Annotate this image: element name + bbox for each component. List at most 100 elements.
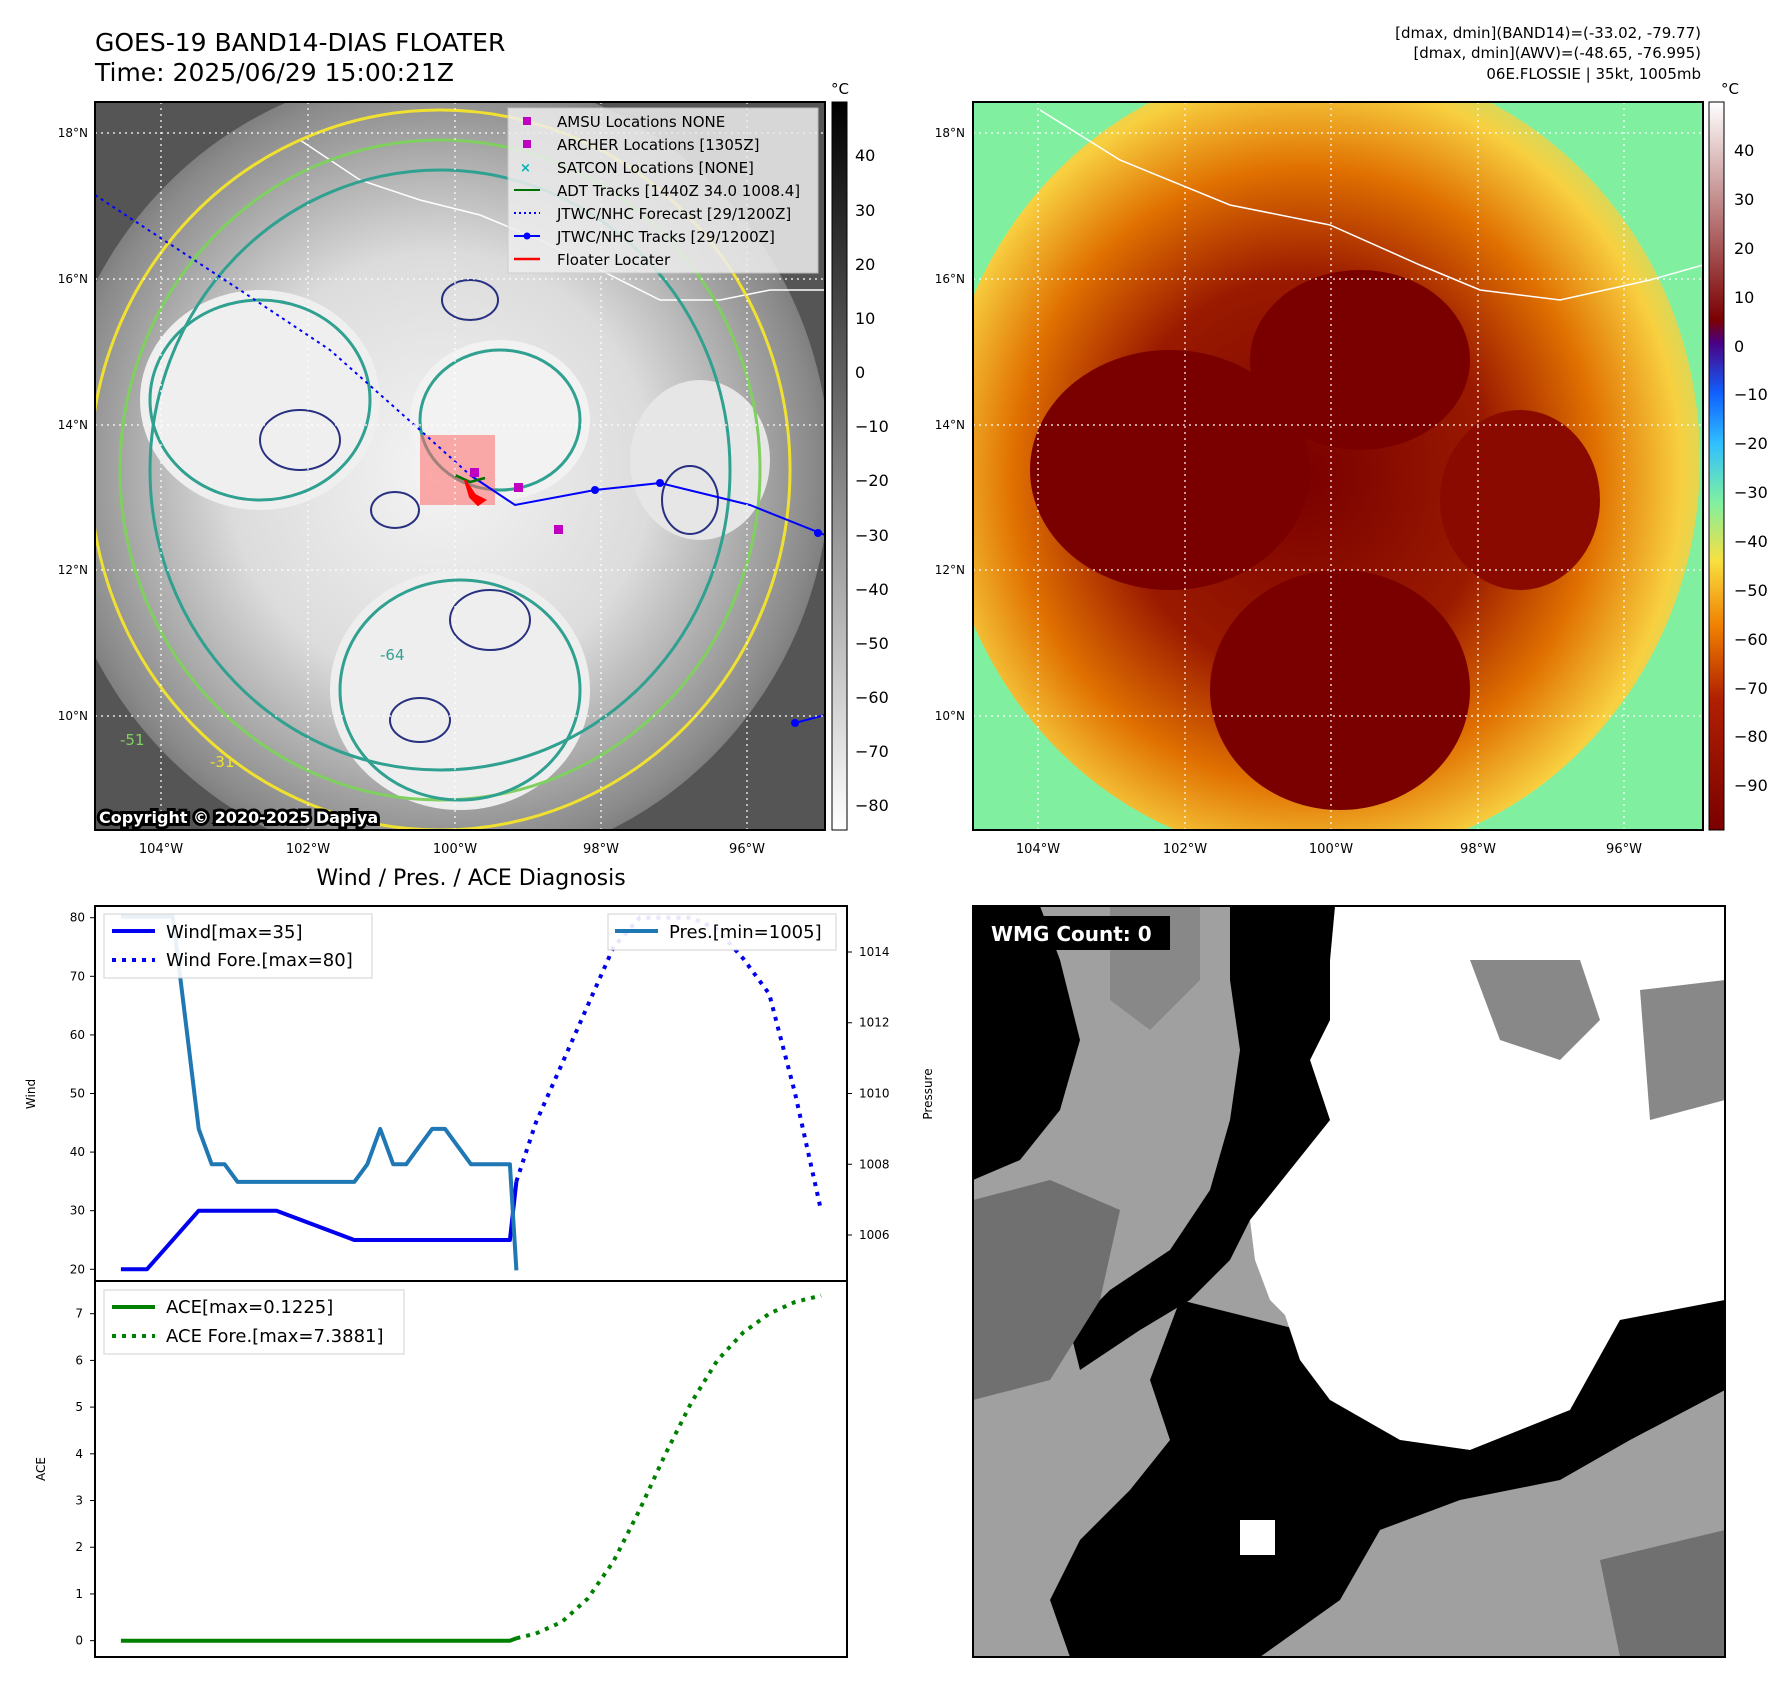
gray-colorbar — [831, 101, 848, 831]
lon-tick-label: 104°W — [139, 842, 183, 857]
color-tick: −60 — [1734, 630, 1768, 649]
lat-tick-label: 12°N — [935, 563, 965, 577]
lat-tick-label: 10°N — [58, 709, 88, 723]
copyright-badge-text: Copyright © 2020-2025 Dapiya — [99, 808, 378, 827]
gray-tick: 40 — [855, 146, 875, 165]
lat-tick-label: 14°N — [58, 418, 88, 432]
ace-series-line — [120, 1636, 518, 1643]
jtwc-track-point — [591, 486, 599, 494]
left-lon-labels: 104°W 102°W 100°W 98°W 96°W — [139, 842, 765, 857]
wind-legend: Wind[max=35] Wind Fore.[max=80] Pres.[mi… — [103, 913, 837, 979]
legend-item-label: ARCHER Locations [1305Z] — [557, 136, 760, 154]
legend-item-label: Floater Locater — [557, 251, 671, 269]
wind-ytick-label: 40 — [70, 1145, 85, 1159]
ace-legend: ACE[max=0.1225] ACE Fore.[max=7.3881] — [103, 1289, 405, 1355]
floater-locater — [464, 479, 487, 507]
color-tick: −90 — [1734, 776, 1768, 795]
left-map-frame — [94, 101, 826, 831]
gray-colorbar-unit: °C — [831, 80, 849, 98]
legend-marker-tracks-dot — [523, 232, 531, 240]
jtwc-track-point — [814, 529, 822, 537]
legend-item-label: SATCON Locations [NONE] — [557, 159, 754, 177]
gray-tick: 20 — [855, 255, 875, 274]
archer-location — [514, 483, 523, 492]
lat-tick-label: 16°N — [935, 272, 965, 286]
pressure-ytick-label: 1010 — [859, 1087, 890, 1101]
ace-plot: 0 1 2 3 4 5 6 7 — [75, 1293, 822, 1648]
gray-tick: −60 — [855, 688, 889, 707]
contour-labels: -64 -51 -31 — [120, 646, 405, 771]
gray-tick: 10 — [855, 309, 875, 328]
ace-fore-legend-label: ACE Fore.[max=7.3881] — [166, 1326, 384, 1347]
lon-tick-label: 98°W — [583, 842, 619, 857]
gray-tick: −50 — [855, 634, 889, 653]
ir-color-map — [973, 102, 1703, 830]
jtwc-track-point — [791, 719, 799, 727]
ace-ytick-label: 0 — [75, 1634, 83, 1648]
lon-tick-label: 104°W — [1016, 842, 1060, 857]
lat-tick-label: 14°N — [935, 418, 965, 432]
wind-ytick-label: 80 — [70, 911, 85, 925]
lat-tick-label: 12°N — [58, 563, 88, 577]
wind-ytick-label: 50 — [70, 1087, 85, 1101]
gray-tick: 30 — [855, 201, 875, 220]
gray-tick: −40 — [855, 580, 889, 599]
wmg-frame — [972, 905, 1726, 1658]
gray-tick: −80 — [855, 796, 889, 815]
coastline — [1039, 109, 1703, 301]
gray-tick: −70 — [855, 742, 889, 761]
color-tick: −40 — [1734, 532, 1768, 551]
wind-ylabel: Wind — [24, 1079, 38, 1109]
lon-tick-label: 102°W — [286, 842, 330, 857]
ace-ytick-label: 7 — [75, 1307, 83, 1321]
storm-info: 06E.FLOSSIE | 35kt, 1005mb — [1486, 65, 1701, 83]
ace-ytick-label: 1 — [75, 1587, 83, 1601]
contour-label: -64 — [380, 646, 405, 664]
color-colorbar — [1708, 101, 1725, 831]
color-tick: −20 — [1734, 434, 1768, 453]
archer-location — [554, 525, 563, 534]
color-tick: 20 — [1734, 239, 1754, 258]
right-map-frame — [972, 101, 1704, 831]
grid-right — [973, 102, 1703, 830]
pressure-ytick-label: 1014 — [859, 945, 890, 959]
lat-tick-label: 18°N — [58, 126, 88, 140]
color-tick: 10 — [1734, 288, 1754, 307]
wind-ytick-label: 20 — [70, 1262, 85, 1276]
right-lon-labels: 104°W 102°W 100°W 98°W 96°W — [1016, 842, 1642, 857]
gray-colorbar-ticks: 40 30 20 10 0 −10 −20 −30 −40 −50 −60 −7… — [855, 146, 889, 815]
jtwc-forecast-track — [95, 194, 471, 476]
ace-ytick-label: 2 — [75, 1540, 83, 1554]
color-tick: 0 — [1734, 337, 1744, 356]
archer-location — [470, 468, 479, 477]
color-tick: −10 — [1734, 385, 1768, 404]
jtwc-track — [469, 474, 825, 536]
lon-tick-label: 98°W — [1460, 842, 1496, 857]
ace-ytick-label: 3 — [75, 1494, 83, 1508]
contour-label: -51 — [120, 731, 145, 749]
pressure-ylabel: Pressure — [921, 1068, 935, 1119]
ace-ytick-label: 5 — [75, 1400, 83, 1414]
ace-legend-label: ACE[max=0.1225] — [166, 1297, 333, 1318]
adt-track — [454, 473, 486, 484]
wmg-map — [973, 906, 1725, 1657]
pressure-ytick-label: 1008 — [859, 1157, 890, 1171]
legend-item-label: AMSU Locations NONE — [557, 113, 725, 131]
map-legend: × AMSU Locations NONE ARCHER Locations [… — [507, 107, 819, 274]
diag-title: Wind / Pres. / ACE Diagnosis — [316, 866, 625, 891]
dmax-awv: [dmax, dmin](AWV)=(-48.65, -76.995) — [1413, 44, 1701, 62]
lon-tick-label: 102°W — [1163, 842, 1207, 857]
contour-label: -31 — [210, 753, 235, 771]
color-tick: −70 — [1734, 679, 1768, 698]
legend-box — [507, 107, 819, 274]
wind-legend-label: Wind[max=35] — [166, 922, 303, 943]
figure-title: GOES-19 BAND14-DIAS FLOATER — [95, 28, 505, 57]
lat-tick-label: 10°N — [935, 709, 965, 723]
wind-ytick-label: 30 — [70, 1204, 85, 1218]
color-colorbar-unit: °C — [1721, 80, 1739, 98]
wind-ytick-label: 70 — [70, 969, 85, 983]
color-tick: 40 — [1734, 141, 1754, 160]
color-tick: −80 — [1734, 727, 1768, 746]
figure-time: Time: 2025/06/29 15:00:21Z — [94, 58, 454, 87]
